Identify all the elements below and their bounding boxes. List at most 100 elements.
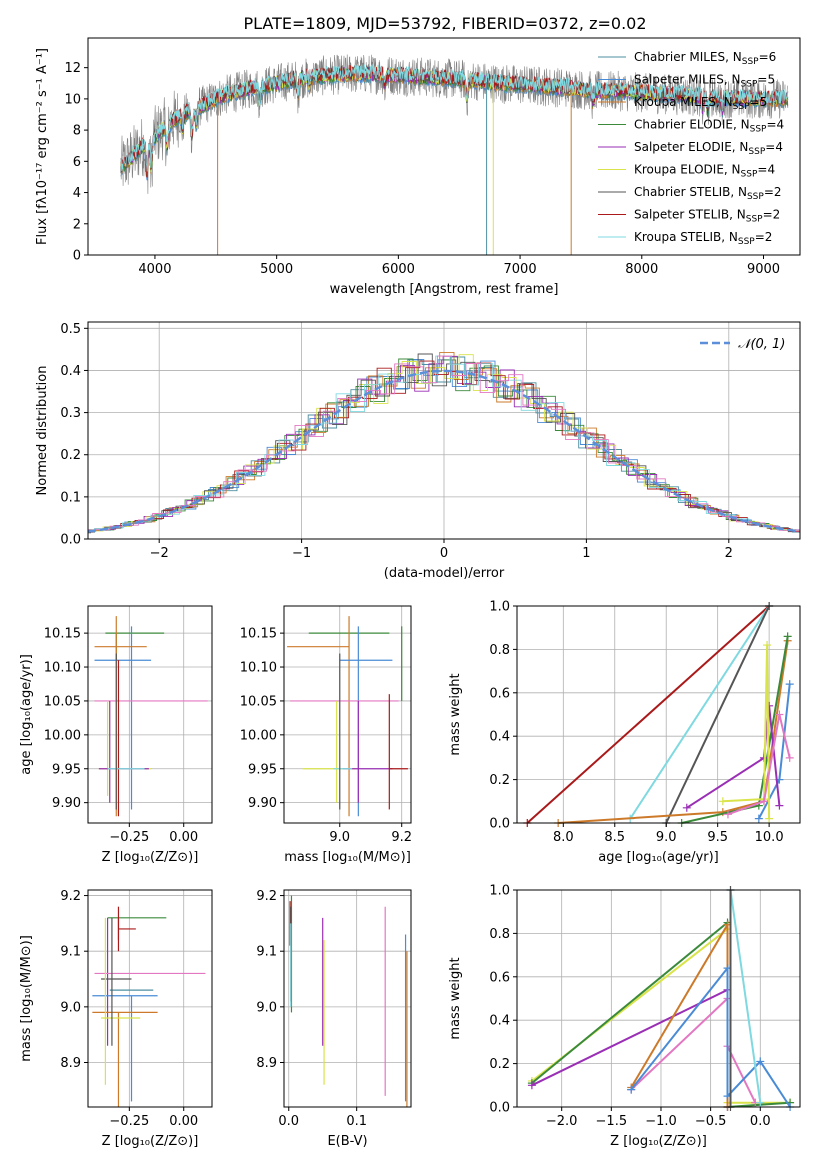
- normal-distribution-curve: [87, 369, 801, 533]
- y-tick-label: 0.2: [60, 448, 81, 463]
- x-axis-label: mass [log₁₀(M/M⊙)]: [284, 850, 411, 865]
- x-tick-label: 7000: [504, 262, 537, 277]
- axes-frame: [87, 37, 801, 256]
- legend-entry: Chabrier STELIB, NSSP=2: [634, 185, 782, 202]
- x-tick-label: 9.0: [656, 830, 677, 845]
- y-tick-label: 9.0: [60, 1000, 81, 1015]
- y-tick-label: 9.2: [60, 889, 81, 904]
- age-vs-metallicity-panel: −0.25 0.00 9.90 9.95 10.00 10.05 10.10 10.15 Z […: [19, 605, 213, 865]
- residual-histogram-panel: 𝒩(0, 1) −2 −1 0 1 2 0.0 0.1 0.2 0.3 0.4 0.5 (data-mo…: [35, 321, 801, 581]
- axes-frame: [87, 605, 213, 824]
- legend-entry: Salpeter STELIB, NSSP=2: [634, 208, 780, 225]
- x-tick-label: 8.5: [604, 830, 625, 845]
- mass-weight-marker: [527, 1081, 536, 1090]
- y-tick-label: 8: [73, 124, 81, 139]
- x-tick-label: −0.25: [109, 830, 149, 845]
- x-axis-label: E(B-V): [327, 1134, 367, 1149]
- weight-vs-metallicity-panel: −2.0 −1.5 −1.0 −0.5 0.0 0.0 0.2 0.4 0.6 0.8 1.0 Z […: [448, 884, 801, 1149]
- y-tick-label: 9.95: [248, 762, 277, 777]
- spectrum-panel: Chabrier MILES, NSSP=6 Salpeter MILES, NS…: [35, 37, 801, 297]
- y-tick-label: 0.5: [60, 322, 81, 337]
- y-tick-label: 10.15: [240, 627, 277, 642]
- x-tick-label: −1.0: [645, 1114, 677, 1129]
- x-tick-label: 0.0: [278, 1114, 299, 1129]
- y-tick-label: 0.4: [489, 1014, 510, 1029]
- mass-weight-series-line: [686, 705, 781, 809]
- x-tick-label: 0.1: [346, 1114, 367, 1129]
- y-tick-label: 9.90: [52, 796, 81, 811]
- axes-frame: [283, 889, 412, 1108]
- y-tick-label: 0.2: [489, 1057, 510, 1072]
- axes-frame: [283, 605, 412, 824]
- y-tick-label: 4: [73, 186, 81, 201]
- mass-weight-series-line: [665, 605, 771, 824]
- x-tick-label: −2.0: [546, 1114, 578, 1129]
- y-tick-label: 0.8: [489, 643, 510, 658]
- axes-frame: [87, 889, 213, 1108]
- mass-weight-marker: [775, 801, 784, 810]
- x-tick-label: 0.0: [750, 1114, 771, 1129]
- axes-frame: [516, 889, 801, 1108]
- residual-histogram-step: [88, 354, 800, 533]
- y-tick-label: 0.3: [60, 406, 81, 421]
- y-tick-label: 10.00: [44, 728, 81, 743]
- mass-weight-series-line: [558, 640, 789, 824]
- x-tick-label: 9.0: [329, 830, 350, 845]
- y-tick-label: 1.0: [489, 884, 510, 899]
- y-tick-label: 9.2: [256, 889, 277, 904]
- mass-weight-series-line: [722, 645, 771, 819]
- y-tick-label: 0.0: [489, 1101, 510, 1116]
- legend-entry: Salpeter ELODIE, NSSP=4: [634, 140, 783, 157]
- legend-entry: Chabrier ELODIE, NSSP=4: [634, 118, 784, 135]
- y-tick-label: 10.00: [240, 728, 277, 743]
- axes-frame: [516, 605, 801, 824]
- x-tick-label: 1: [582, 546, 590, 561]
- x-tick-label: 6000: [382, 262, 415, 277]
- mass-weight-marker: [754, 814, 763, 823]
- x-tick-label: 0: [440, 546, 448, 561]
- y-tick-label: 10.10: [240, 661, 277, 676]
- figure-title: PLATE=1809, MJD=53792, FIBERID=0372, z=0…: [243, 14, 646, 33]
- mass-weight-marker: [718, 797, 727, 806]
- legend-entry: Kroupa STELIB, NSSP=2: [634, 230, 772, 247]
- y-tick-label: 8.9: [256, 1056, 277, 1071]
- y-tick-label: 9.1: [256, 945, 277, 960]
- x-axis-label: wavelength [Angstrom, rest frame]: [330, 282, 559, 297]
- y-tick-label: 10.10: [44, 661, 81, 676]
- mass-weight-marker: [756, 1057, 765, 1066]
- legend-entry: Kroupa MILES, NSSP=5: [634, 95, 767, 112]
- x-tick-label: 8000: [625, 262, 658, 277]
- mass-weight-marker: [723, 810, 732, 819]
- y-tick-label: 0.2: [489, 773, 510, 788]
- legend-entry: 𝒩(0, 1): [738, 337, 785, 352]
- mass-weight-marker: [775, 710, 784, 719]
- x-tick-label: −0.25: [109, 1114, 149, 1129]
- y-tick-label: 0.6: [489, 686, 510, 701]
- mass-weight-marker: [765, 814, 774, 823]
- y-tick-label: 0.1: [60, 490, 81, 505]
- y-tick-label: 12: [64, 61, 81, 76]
- x-tick-label: 0.00: [169, 1114, 198, 1129]
- y-tick-label: 0: [73, 249, 81, 264]
- mass-weight-series-line: [526, 605, 770, 824]
- y-tick-label: 2: [73, 217, 81, 232]
- x-tick-label: −1: [292, 546, 311, 561]
- y-tick-label: 0.0: [489, 817, 510, 832]
- y-tick-label: 10.05: [44, 694, 81, 709]
- x-axis-label: (data-model)/error: [384, 566, 505, 581]
- x-tick-label: 5000: [260, 262, 293, 277]
- y-tick-label: 9.95: [52, 762, 81, 777]
- y-tick-label: 10.05: [240, 694, 277, 709]
- mass-weight-series-line: [727, 714, 791, 816]
- model-spectrum-line: [120, 63, 789, 172]
- x-tick-label: −2: [150, 546, 169, 561]
- x-axis-label: Z [log₁₀(Z/Z⊙)]: [610, 1134, 707, 1149]
- mass-weight-marker: [785, 680, 794, 689]
- mass-weight-marker: [627, 1085, 636, 1094]
- mass-weight-series-line: [630, 921, 729, 1107]
- x-axis-label: Z [log₁₀(Z/Z⊙)]: [102, 1134, 199, 1149]
- y-tick-label: 0.4: [60, 364, 81, 379]
- x-tick-label: −1.5: [596, 1114, 628, 1129]
- y-axis-label: age [log₁₀(age/yr)]: [19, 654, 34, 775]
- y-axis-label: mass weight: [448, 673, 463, 755]
